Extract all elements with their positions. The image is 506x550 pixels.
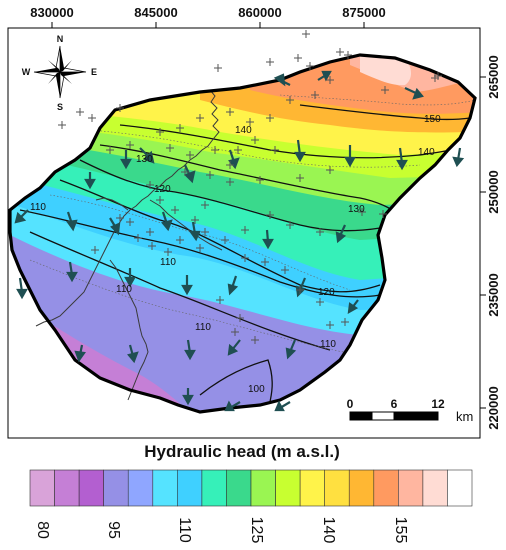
scale-label: 6 (391, 397, 398, 411)
contour-label: 150 (424, 114, 441, 125)
legend-swatch (373, 469, 399, 507)
compass-s: S (57, 102, 63, 112)
scale-label: 0 (347, 397, 354, 411)
legend-swatch (397, 469, 424, 507)
legend-swatch (29, 469, 55, 507)
contour-label: 100 (248, 384, 265, 395)
compass-w: W (22, 67, 31, 77)
contour-label: 140 (418, 147, 435, 158)
x-tick-label: 875000 (342, 5, 385, 20)
contour-label: 120 (318, 287, 335, 298)
compass-rose-icon: N S E W (22, 34, 97, 112)
legend-tick: 110 (176, 517, 193, 543)
legend-swatch (447, 469, 473, 507)
compass-n: N (57, 34, 64, 44)
contour-label: 110 (320, 339, 336, 350)
scale-bar: 0 6 12 km (320, 390, 478, 434)
y-tick-label: 250000 (486, 170, 501, 213)
y-tick-label: 220000 (486, 386, 501, 429)
flow-arrow-icon (14, 70, 465, 412)
legend-swatch (152, 469, 178, 507)
contour-label: 140 (235, 125, 252, 136)
contour-labels: 100 110 110 110 120 120 130 130 140 140 … (30, 114, 441, 395)
y-tick-label: 265000 (486, 55, 501, 98)
minor-contours (29, 94, 475, 356)
x-tick-label: 860000 (238, 5, 281, 20)
scale-label: 12 (431, 397, 445, 411)
legend-tick: 80 (34, 521, 51, 539)
legend-swatch (78, 469, 104, 507)
x-tick-label: 845000 (134, 5, 177, 20)
legend-swatch (177, 469, 203, 507)
legend-tick: 155 (392, 517, 409, 544)
well-marker-icon (58, 30, 442, 344)
contour-label: 130 (348, 204, 365, 215)
legend-swatch (324, 469, 350, 507)
legend-swatch (226, 469, 252, 507)
contour-label: 110 (160, 257, 176, 268)
contour-label: 120 (154, 184, 171, 195)
y-axis (480, 76, 486, 409)
contour-label: 110 (195, 322, 211, 333)
legend-tick: 140 (320, 517, 337, 544)
legend-tick: 95 (105, 521, 122, 539)
map-frame (7, 27, 481, 439)
compass-e: E (91, 67, 97, 77)
legend-title: Hydraulic head (m a.s.l.) (144, 442, 340, 461)
contour-label: 110 (116, 284, 132, 295)
legend-swatch (422, 469, 448, 507)
legend-swatch (127, 469, 154, 507)
x-axis (51, 22, 365, 28)
legend-swatch (275, 469, 301, 507)
legend-colorbar (29, 469, 473, 507)
legend-tick: 125 (248, 517, 265, 544)
legend-swatch (348, 469, 375, 507)
legend-swatch (201, 469, 227, 507)
legend-swatch (103, 469, 129, 507)
contour-label: 110 (30, 202, 46, 213)
contour-lines (19, 104, 471, 411)
legend-swatch (54, 469, 80, 507)
y-tick-label: 235000 (486, 273, 501, 316)
rivers (35, 89, 223, 401)
legend-swatch (299, 469, 326, 507)
contour-label: 130 (136, 154, 153, 165)
legend-swatch (250, 469, 276, 507)
scale-unit: km (456, 409, 473, 424)
legend-ticks: 80 95 110 125 140 155 (34, 517, 409, 544)
x-tick-label: 830000 (30, 5, 73, 20)
